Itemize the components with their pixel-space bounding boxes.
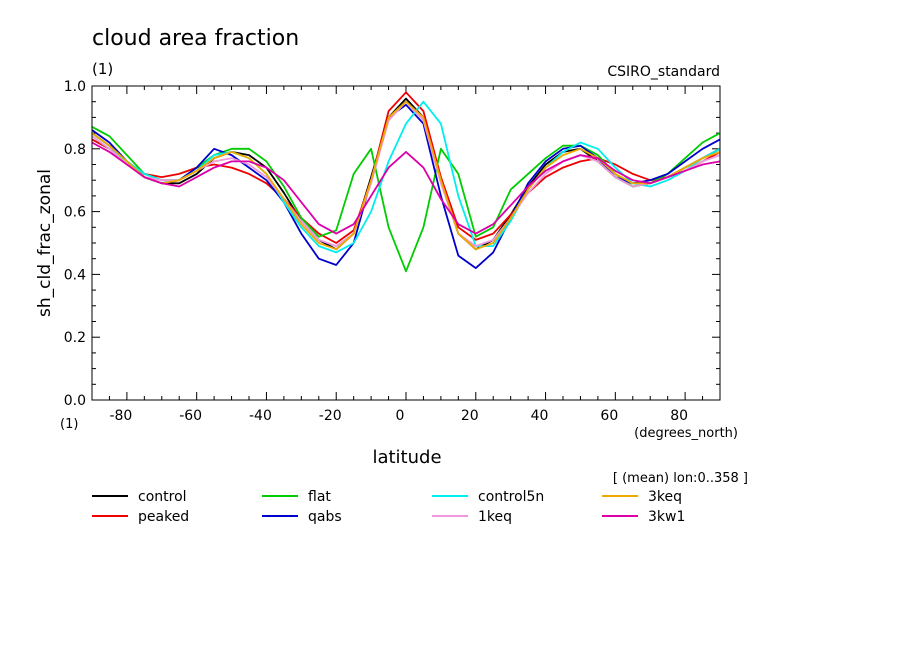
y-tick-label: 1.0 [64,79,86,95]
x-tick-label: -60 [179,408,202,424]
y-tick-label: 0.2 [64,330,86,346]
series-lines [91,91,721,273]
series-line-3kw1 [91,141,721,235]
x-tick-label: -20 [319,408,342,424]
series-line-3keq [91,100,721,251]
x-tick-label: 20 [461,408,479,424]
y-tick-label: 0.8 [64,142,86,158]
legend-label-control5n: control5n [478,489,544,505]
x-tick-label: 0 [396,408,405,424]
legend-label-flat: flat [308,489,331,505]
averaging-note: [ (mean) lon:0..358 ] [613,471,748,486]
x-tick-label: 80 [670,408,688,424]
series-line-qabs [91,103,721,270]
x-tick-label: 40 [531,408,549,424]
x-tick-label: -80 [109,408,132,424]
plot-frame [91,85,721,401]
legend-label-3keq: 3keq [648,489,682,505]
legend-label-peaked: peaked [138,509,189,525]
legend-label-qabs: qabs [308,509,342,525]
axis-ticks: -80 -60 -40 -20 0 20 40 60 80 0.0 0.2 0.4 0.6 0.8 1.0 [64,79,721,424]
series-line-flat [91,126,721,273]
x-axis-label: latitude [372,447,441,468]
y-axis-label: sh_cld_frac_zonal [35,169,55,317]
y-tick-label: 0.4 [64,267,86,283]
x-tick-label: 60 [600,408,618,424]
legend: control peaked flat qabs control5n 1keq 3keq 3k… [92,489,685,525]
chart-title: cloud area fraction [92,26,299,51]
x-units-label: (degrees_north) [634,426,738,441]
series-line-peaked [91,91,721,244]
y-tick-label: 0.0 [64,393,86,409]
x-units-note: (1) [60,417,78,432]
y-tick-label: 0.6 [64,205,86,221]
series-line-control [91,97,721,251]
legend-label-3kw1: 3kw1 [648,509,685,525]
x-tick-label: -40 [249,408,272,424]
legend-label-1keq: 1keq [478,509,512,525]
y-units-label: (1) [92,60,113,78]
source-label: CSIRO_standard [607,64,720,80]
legend-label-control: control [138,489,187,505]
